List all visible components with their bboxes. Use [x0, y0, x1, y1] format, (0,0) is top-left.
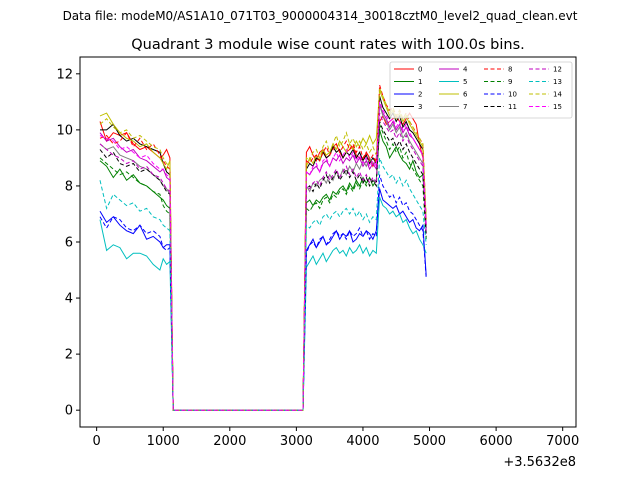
legend-label: 6 — [463, 91, 468, 99]
series-line-7 — [99, 104, 427, 411]
x-tick-label: 2000 — [213, 434, 246, 449]
x-tick-label: 7000 — [546, 434, 579, 449]
series-line-10 — [99, 174, 427, 411]
y-tick-label: 10 — [56, 123, 73, 138]
series-layer — [99, 84, 427, 411]
series-line-13 — [99, 157, 427, 411]
legend-label: 1 — [418, 78, 422, 86]
x-axis: 0 1000 2000 3000 4000 5000 6000 7000 — [93, 427, 579, 449]
series-line-5 — [99, 197, 427, 411]
series-line-9 — [99, 124, 427, 411]
legend-label: 5 — [463, 78, 467, 86]
chart-title: Quadrant 3 module wise count rates with … — [131, 37, 525, 53]
legend-label: 14 — [553, 91, 562, 99]
x-offset-label: +3.5632e8 — [503, 455, 576, 470]
legend-label: 2 — [418, 91, 422, 99]
data-file-label: Data file: modeM0/AS1A10_071T03_90000043… — [63, 9, 578, 23]
x-tick-label: 0 — [93, 434, 101, 449]
y-tick-label: 4 — [65, 292, 73, 307]
legend-label: 11 — [508, 103, 517, 111]
legend-label: 13 — [553, 78, 562, 86]
y-tick-label: 0 — [65, 404, 73, 419]
legend-label: 15 — [553, 103, 562, 111]
series-line-1 — [99, 129, 427, 411]
y-tick-label: 2 — [65, 348, 73, 363]
legend-label: 8 — [508, 66, 512, 74]
legend-label: 9 — [508, 78, 512, 86]
x-tick-label: 6000 — [480, 434, 513, 449]
legend-label: 10 — [508, 91, 517, 99]
series-line-14 — [99, 87, 427, 411]
series-line-15 — [99, 101, 427, 411]
legend-label: 4 — [463, 66, 468, 74]
series-line-4 — [99, 104, 427, 411]
y-tick-label: 12 — [56, 67, 73, 82]
legend-label: 12 — [553, 66, 562, 74]
x-tick-label: 5000 — [413, 434, 446, 449]
y-axis: 0 2 4 6 8 10 12 — [56, 67, 80, 419]
series-line-8 — [99, 84, 427, 411]
x-tick-label: 1000 — [147, 434, 180, 449]
series-line-12 — [99, 112, 427, 411]
legend-label: 3 — [418, 103, 422, 111]
series-line-2 — [99, 188, 427, 411]
legend-label: 0 — [418, 66, 422, 74]
x-tick-label: 4000 — [346, 434, 379, 449]
y-tick-label: 6 — [65, 236, 73, 251]
x-tick-label: 3000 — [280, 434, 313, 449]
y-tick-label: 8 — [65, 179, 73, 194]
series-line-3 — [100, 96, 427, 411]
legend-box — [389, 61, 573, 119]
series-line-11 — [99, 121, 427, 411]
legend-label: 7 — [463, 103, 467, 111]
